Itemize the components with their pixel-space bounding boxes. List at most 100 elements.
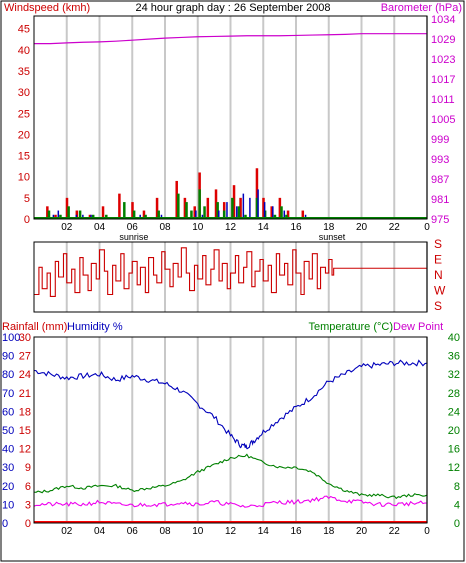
temperature-tick-8: 8 (454, 481, 460, 493)
hi-wind-bar-8 (201, 214, 204, 219)
hi-wind-bar-10 (226, 202, 228, 219)
windspeed-bar-14 (203, 206, 206, 219)
direction-series (34, 247, 427, 297)
windspeed-bar-10 (177, 193, 180, 219)
windspeed-tick-5: 5 (24, 193, 30, 205)
rainfall-tick-3: 3 (25, 499, 31, 511)
hi-wind-bar-6 (160, 214, 163, 219)
windspeed-tick-35: 35 (18, 66, 30, 78)
rainfall-tick-21: 21 (19, 388, 31, 400)
humidity-tick-100: 100 (2, 332, 20, 344)
windspeed-tick-45: 45 (18, 24, 30, 36)
direction-plot-frame (33, 241, 428, 313)
barometer-tick-993: 993 (431, 154, 449, 166)
barometer-tick-987: 987 (431, 174, 449, 186)
sunrise-label: sunrise (119, 232, 148, 242)
chart-title: 24 hour graph day : 26 September 2008 (135, 2, 330, 14)
barometer-tick-1029: 1029 (431, 34, 455, 46)
direction-tick-S-4: S (434, 299, 442, 313)
humidity-tick-30: 30 (2, 462, 14, 474)
rainfall-tick-15: 15 (19, 425, 31, 437)
gust-bar-14 (206, 197, 210, 219)
temp-series (33, 359, 428, 523)
wind-direction-line (34, 247, 427, 297)
gust-bar-19 (255, 168, 259, 219)
temperature-tick-40: 40 (448, 332, 460, 344)
hi-wind-bar-5 (139, 214, 141, 219)
gust-bar-4 (88, 214, 92, 219)
hi-wind-bar-11 (236, 206, 238, 219)
windspeed-bar-6 (123, 202, 126, 219)
windspeed-bar-19 (244, 214, 247, 219)
hi-wind-bar-13 (249, 197, 251, 219)
time-tick-12: 12 (225, 222, 237, 233)
windspeed-bar-3 (78, 210, 82, 219)
barometer-tick-1005: 1005 (431, 114, 455, 126)
hi-wind-bar-3 (82, 214, 84, 219)
humidity-tick-70: 70 (2, 388, 14, 400)
windspeed-bar-12 (190, 210, 193, 219)
humidity-tick-90: 90 (2, 351, 14, 363)
time-tick-14: 14 (258, 526, 270, 537)
gust-bar-2 (65, 197, 69, 219)
hi-wind-bar-4 (90, 214, 92, 219)
gust-bar-18 (239, 197, 242, 219)
windspeed-bar-17 (231, 197, 234, 219)
barometer-tick-981: 981 (431, 194, 449, 206)
windspeed-bar-24 (285, 214, 288, 219)
barometer-tick-1011: 1011 (431, 94, 455, 106)
windspeed-bar-8 (144, 214, 147, 219)
humidity-tick-20: 20 (2, 481, 14, 493)
hi-wind-bar-9 (218, 210, 220, 219)
gust-bar-6 (118, 193, 121, 219)
rainfall-tick-27: 27 (19, 351, 31, 363)
sunset-label: sunset (319, 232, 346, 242)
windspeed-bar-2 (67, 206, 70, 219)
gust-bar-5 (101, 206, 105, 219)
temperature-axis-title: Temperature (°C) (309, 321, 393, 333)
windspeed-bar-4 (91, 214, 95, 219)
rainfall-tick-9: 9 (25, 462, 31, 474)
hi-wind-bar-18 (304, 214, 307, 219)
temp-time-ticks: 02 04 06 08 10 12 14 16 18 20 22 0 (61, 526, 430, 537)
windspeed-tick-15: 15 (18, 151, 30, 163)
gust-bar-20 (262, 197, 265, 219)
rainfall-tick-24: 24 (19, 369, 31, 381)
dewpoint-line (33, 495, 428, 508)
gust-bar-0 (46, 206, 49, 219)
gust-bar-7 (131, 202, 134, 219)
hi-wind-bar-7 (195, 210, 197, 219)
hi-wind-bar-15 (263, 202, 266, 219)
gust-bar-15 (214, 189, 218, 219)
hi-wind-bar-12 (242, 193, 245, 219)
humidity-tick-40: 40 (2, 444, 14, 456)
windspeed-tick-0: 0 (24, 214, 30, 226)
direction-tick-N-2: N (434, 268, 443, 282)
wind-gridlines (65, 16, 428, 219)
time-tick-08: 08 (159, 526, 171, 537)
temp-gridlines (65, 337, 428, 523)
gust-bar-23 (286, 210, 290, 219)
time-tick-10: 10 (192, 526, 204, 537)
gust-bar-22 (278, 197, 282, 219)
temperature-tick-36: 36 (448, 351, 460, 363)
time-tick-06: 06 (127, 526, 139, 537)
time-tick-04: 04 (94, 222, 106, 233)
time-tick-0: 0 (424, 222, 430, 233)
time-tick-16: 16 (290, 222, 302, 233)
time-tick-20: 20 (356, 526, 368, 537)
humidity-tick-60: 60 (2, 406, 14, 418)
temperature-line (33, 453, 428, 500)
temperature-tick-12: 12 (448, 462, 460, 474)
barometer-ticks: 975 981 987 993 999 1005 1011 1017 1023 1029 1034 (431, 14, 455, 226)
time-tick-14: 14 (258, 222, 270, 233)
gust-bar-17 (232, 185, 236, 219)
time-tick-12: 12 (225, 526, 237, 537)
gust-bar-16 (222, 202, 226, 219)
time-tick-02: 02 (61, 526, 73, 537)
temperature-tick-0: 0 (454, 518, 460, 530)
gust-bar-10 (175, 180, 178, 219)
rainfall-tick-30: 30 (19, 332, 31, 344)
temperature-tick-16: 16 (448, 444, 460, 456)
